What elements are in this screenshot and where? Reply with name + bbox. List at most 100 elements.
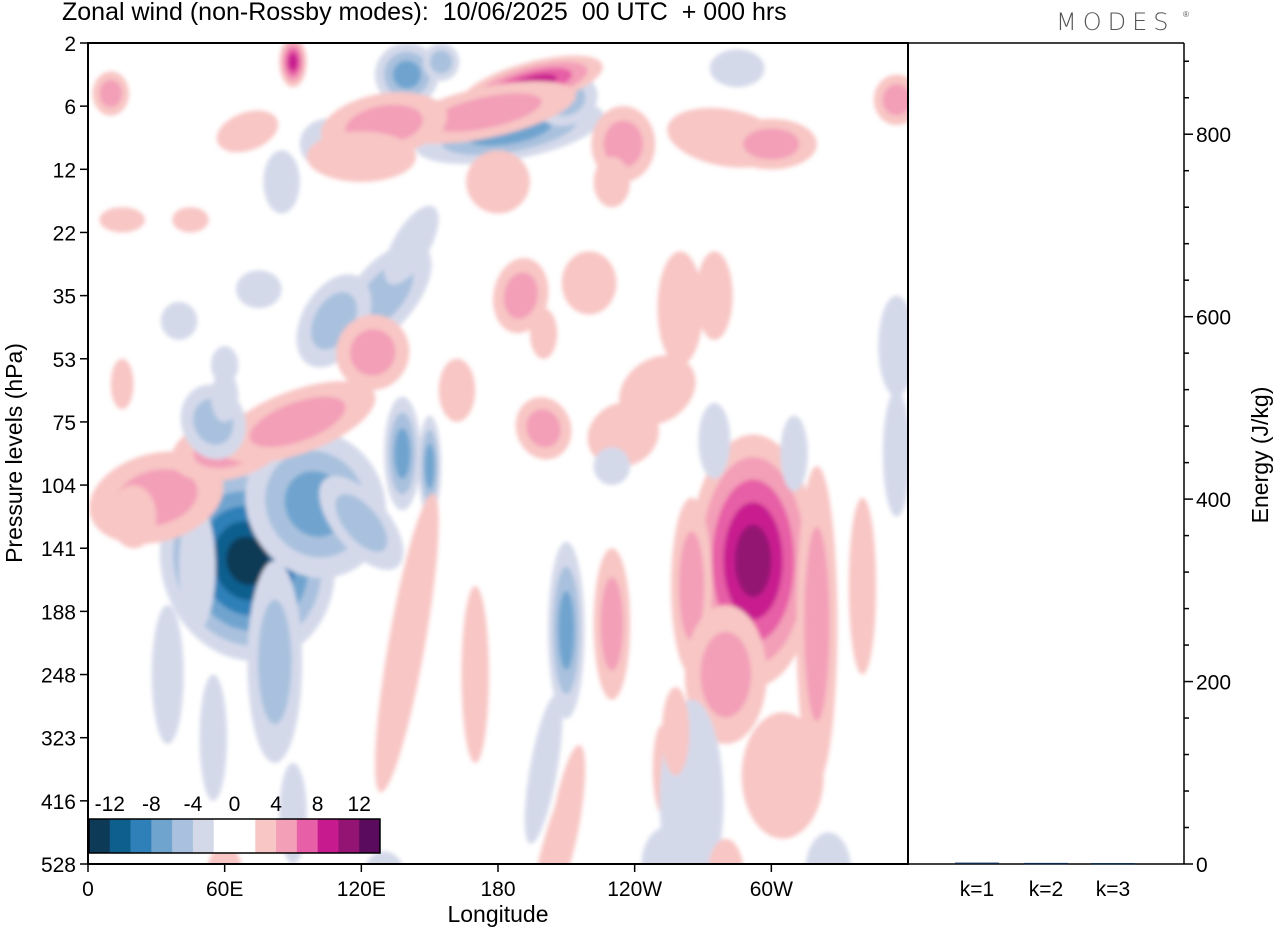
y-tick-label: 2 [64,33,76,56]
colorbar-label: 8 [312,793,324,816]
colorbar-cell [317,819,339,853]
x-axis: 0 60E 120E 180 120W 60W [82,864,793,901]
wind-contour [657,251,703,366]
wind-contour [882,390,908,517]
energy-x-label: k=2 [1029,878,1063,901]
energy-bar [1091,863,1135,865]
wind-contour [603,120,643,168]
wind-contour [698,402,731,479]
wind-contour [524,694,563,844]
y-tick-label: 188 [41,601,76,624]
wind-contour [734,524,772,597]
x-tick-label: 180 [480,878,515,901]
colorbar-cell [172,819,194,853]
colorbar-label: 4 [270,793,282,816]
y-tick-label: 75 [53,412,76,435]
energy-tick-label: 600 [1196,307,1231,330]
energy-x-labels: k=1 k=2 k=3 [960,878,1130,901]
x-tick-label: 60W [750,878,793,901]
wind-contour [600,577,624,671]
y-tick-label: 528 [41,854,76,877]
wind-contour [99,207,145,233]
energy-bar [955,862,999,865]
x-tick-label: 60E [206,878,243,901]
wind-contour [593,156,631,208]
wind-contour [226,536,269,586]
wind-contour [526,409,561,448]
wind-contour [249,396,346,448]
y-tick-label: 6 [64,96,76,119]
wind-contour [236,270,282,309]
colorbar-cell [130,819,152,853]
wind-contour [700,631,752,718]
colorbar-cell [213,819,235,853]
colorbar-cell [234,819,256,853]
wind-contour [257,599,292,725]
colorbar: -12 -8 -4 0 4 8 12 [88,793,381,854]
wind-contour [558,591,575,670]
wind-field [89,43,908,864]
wind-contour [662,687,690,776]
wind-contour [708,838,743,864]
wind-contour [335,494,388,552]
energy-bars [955,862,1135,865]
x-tick-label: 120W [607,878,662,901]
wind-contour [848,497,877,675]
wind-contour [365,851,403,864]
energy-tick-label: 0 [1196,854,1208,877]
wind-contour [179,504,216,631]
y-tick-label: 248 [41,665,76,688]
colorbar-cell [255,819,277,853]
wind-contour [160,301,198,340]
colorbar-cell [338,819,360,853]
wind-contour [99,79,122,108]
x-tick-label: 120E [337,878,386,901]
wind-contour [743,128,800,160]
colorbar-cells [89,819,381,853]
colorbar-cell [276,819,298,853]
wind-contour [151,605,184,745]
wind-contour [306,131,417,182]
energy-x-label: k=1 [960,878,994,901]
wind-contour [741,712,824,839]
energy-axis-title: Energy (J/kg) [1247,387,1273,524]
wind-contour [878,295,908,397]
colorbar-label: 0 [229,793,241,816]
colorbar-cell [151,819,173,853]
colorbar-label: -8 [142,793,161,816]
energy-bar [1024,862,1068,865]
wind-contour [211,371,239,422]
brand-logo: MODES [1056,8,1175,36]
wind-contour [199,674,227,801]
wind-contour [384,205,439,285]
wind-contour [172,207,209,233]
energy-tick-label: 800 [1196,124,1231,147]
wind-contour [375,493,439,793]
colorbar-cell [359,819,381,853]
colorbar-cell [109,819,131,853]
wind-contour [547,745,586,864]
y-axis: 2 6 12 22 35 53 75 104 141 188 248 323 416 528 [41,33,88,877]
energy-x-label: k=3 [1096,878,1130,901]
wind-contour [593,447,631,486]
y-tick-label: 141 [41,538,76,561]
energy-panel: k=1 k=2 k=3 0 200 400 600 800 Energy (J/kg) [907,42,1273,901]
colorbar-cell [192,819,215,853]
y-tick-label: 35 [53,286,76,309]
wind-contour [561,251,617,315]
colorbar-frame [88,818,381,854]
wind-contour [438,358,476,422]
chart-title: Zonal wind (non-Rossby modes): 10/06/202… [62,0,787,26]
y-axis-title: Pressure levels (hPa) [1,343,27,563]
wind-contour [429,50,453,74]
y-tick-label: 104 [41,475,76,498]
x-tick-label: 0 [82,878,94,901]
wind-contour [529,308,558,359]
energy-tick-label: 400 [1196,489,1231,512]
wind-contour [882,84,908,116]
wind-contour [110,485,157,549]
wind-contour [392,60,422,89]
wind-contour [288,53,298,71]
wind-contour [805,832,851,864]
